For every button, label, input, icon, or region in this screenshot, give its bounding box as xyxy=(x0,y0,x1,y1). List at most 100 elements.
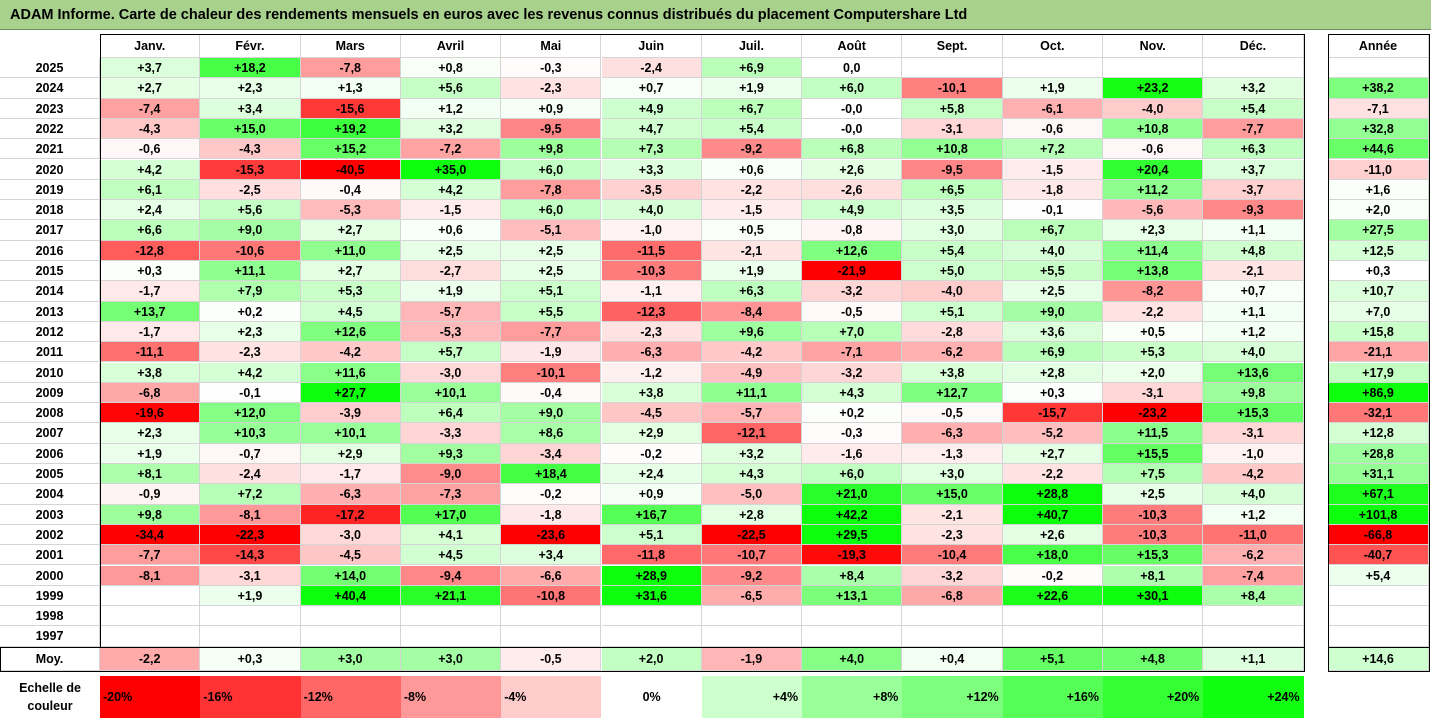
heatmap-cell: +3,0 xyxy=(902,220,1003,241)
heatmap-cell: -9,4 xyxy=(400,565,502,586)
heatmap-cell: -3,3 xyxy=(400,423,502,444)
color-scale-step: -20% xyxy=(100,676,201,718)
heatmap-cell: -1,7 xyxy=(100,321,201,343)
heatmap-cell: +5,4 xyxy=(701,118,803,140)
year-column-header: Année xyxy=(1328,34,1429,58)
heatmap-cell: -17,2 xyxy=(300,504,401,525)
heatmap-cell: 0,0 xyxy=(802,58,903,79)
heatmap-cell: -7,2 xyxy=(400,139,502,160)
heatmap-cell: +12,6 xyxy=(802,240,903,261)
heatmap-cell: -19,3 xyxy=(802,545,903,566)
heatmap-cell xyxy=(300,606,401,627)
heatmap-cell: -3,7 xyxy=(1203,179,1304,201)
column-header: Févr. xyxy=(200,34,301,58)
heatmap-cell: -2,3 xyxy=(902,524,1003,546)
heatmap-cell: +9,6 xyxy=(701,321,803,343)
heatmap-cell: +14,0 xyxy=(300,565,401,586)
heatmap-cell: +3,0 xyxy=(902,464,1003,485)
heatmap-cell: +0,3 xyxy=(100,261,201,282)
heatmap-cell: -0,2 xyxy=(601,443,702,464)
heatmap-cell: +6,8 xyxy=(802,139,903,160)
heatmap-cell: +0,9 xyxy=(501,98,602,119)
annual-cell xyxy=(1328,626,1429,647)
heatmap-cell: +1,3 xyxy=(300,78,401,99)
heatmap-cell xyxy=(1103,58,1204,79)
heatmap-cell: -40,5 xyxy=(300,159,401,180)
heatmap-cell: -2,2 xyxy=(701,179,803,201)
heatmap-cell: +35,0 xyxy=(400,159,502,180)
annual-cell xyxy=(1328,606,1429,627)
heatmap-cell: -0,6 xyxy=(1002,118,1103,140)
heatmap-cell: -11,0 xyxy=(1203,524,1304,546)
heatmap-cell: -5,7 xyxy=(701,403,803,424)
color-scale-step: -4% xyxy=(501,676,602,718)
heatmap-cell: -5,0 xyxy=(701,484,803,505)
annual-cell: -11,0 xyxy=(1328,159,1429,180)
annual-cell: +38,2 xyxy=(1328,78,1429,99)
color-scale-step: +4% xyxy=(701,676,803,718)
heatmap-cell: +23,2 xyxy=(1103,78,1204,99)
heatmap-cell: +18,0 xyxy=(1002,545,1103,566)
heatmap-cell: +9,0 xyxy=(1002,301,1103,322)
annual-cell: +10,7 xyxy=(1328,281,1429,302)
heatmap-cell: -10,3 xyxy=(1103,524,1204,546)
heatmap-cell: -5,7 xyxy=(400,301,502,322)
heatmap-cell: +2,3 xyxy=(1103,220,1204,241)
heatmap-cell: +2,5 xyxy=(400,240,502,261)
heatmap-cell: +11,6 xyxy=(300,362,401,383)
heatmap-cell: +4,0 xyxy=(601,200,702,221)
row-year-label: 2014 xyxy=(0,281,100,302)
heatmap-cell: +3,8 xyxy=(100,362,201,383)
annual-cell: -40,7 xyxy=(1328,545,1429,566)
heatmap-cell: -6,8 xyxy=(100,382,201,404)
annual-cell: +31,1 xyxy=(1328,464,1429,485)
row-year-label: 2009 xyxy=(0,382,100,404)
heatmap-cell: -1,0 xyxy=(601,220,702,241)
heatmap-cell: -4,2 xyxy=(1203,464,1304,485)
heatmap-cell xyxy=(100,606,201,627)
row-year-label: 2001 xyxy=(0,545,100,566)
heatmap-cell: +3,3 xyxy=(601,159,702,180)
heatmap-cell: +8,4 xyxy=(1203,585,1304,607)
heatmap-cell: -0,0 xyxy=(802,118,903,140)
heatmap-cell: -3,0 xyxy=(400,362,502,383)
heatmap-cell: +18,2 xyxy=(200,58,301,79)
heatmap-cell: +5,1 xyxy=(501,281,602,302)
heatmap-cell: +10,8 xyxy=(902,139,1003,160)
annual-cell: +101,8 xyxy=(1328,504,1429,525)
heatmap-cell: -4,0 xyxy=(1103,98,1204,119)
heatmap-cell: -2,4 xyxy=(601,58,702,79)
heatmap-cell: +3,8 xyxy=(902,362,1003,383)
average-label: Moy. xyxy=(0,647,100,671)
heatmap-cell: -21,9 xyxy=(802,261,903,282)
annual-cell: +12,5 xyxy=(1328,240,1429,261)
heatmap-cell: +0,2 xyxy=(200,301,301,322)
heatmap-cell: +2,7 xyxy=(300,261,401,282)
heatmap-cell: -0,0 xyxy=(802,98,903,119)
row-year-label: 2013 xyxy=(0,301,100,322)
heatmap-cell: +5,3 xyxy=(300,281,401,302)
heatmap-cell: -6,3 xyxy=(601,342,702,363)
heatmap-cell: -6,8 xyxy=(902,585,1003,607)
heatmap-cell: -15,3 xyxy=(200,159,301,180)
heatmap-cell: -23,6 xyxy=(501,524,602,546)
heatmap-cell: +6,5 xyxy=(902,179,1003,201)
heatmap-cell: -12,1 xyxy=(701,423,803,444)
heatmap-cell: +27,7 xyxy=(300,382,401,404)
heatmap-cell: +11,0 xyxy=(300,240,401,261)
column-header: Mars xyxy=(300,34,401,58)
heatmap-cell: -3,9 xyxy=(300,403,401,424)
heatmap-cell: +28,9 xyxy=(601,565,702,586)
heatmap-cell: +29,5 xyxy=(802,524,903,546)
heatmap-cell: -7,8 xyxy=(501,179,602,201)
heatmap-cell: +0,6 xyxy=(701,159,803,180)
heatmap-cell: +9,8 xyxy=(501,139,602,160)
heatmap-cell: +16,7 xyxy=(601,504,702,525)
heatmap-cell: +5,6 xyxy=(200,200,301,221)
heatmap-cell: -10,8 xyxy=(501,585,602,607)
heatmap-cell xyxy=(601,626,702,647)
row-year-label: 2022 xyxy=(0,118,100,140)
heatmap-cell: +6,9 xyxy=(701,58,803,79)
heatmap-cell xyxy=(501,626,602,647)
heatmap-cell: -0,5 xyxy=(902,403,1003,424)
